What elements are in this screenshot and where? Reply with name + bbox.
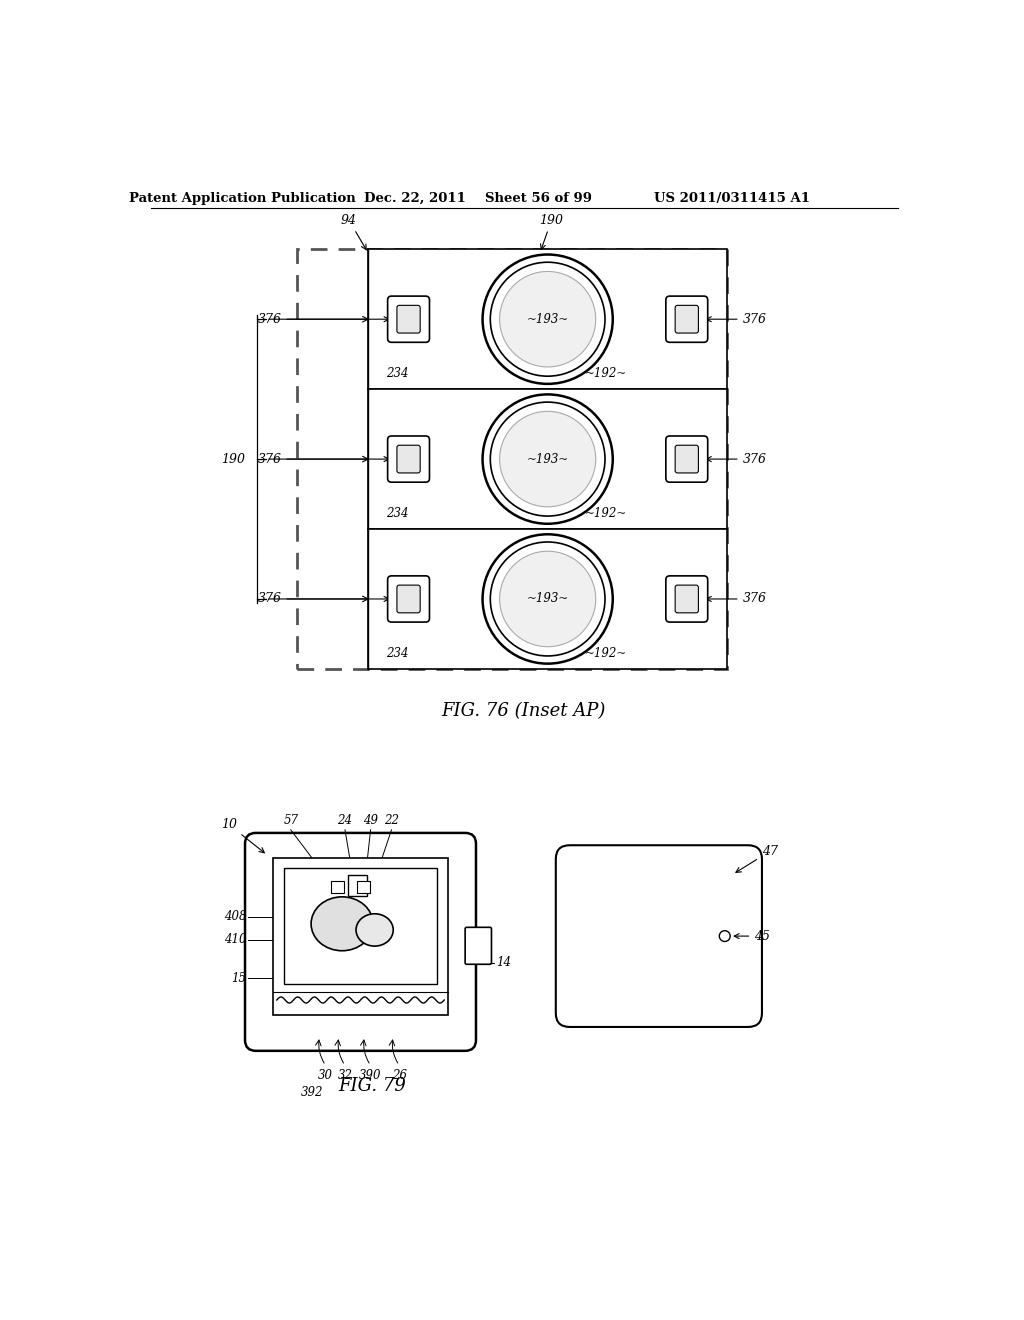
Text: 392: 392 bbox=[300, 1086, 323, 1100]
Text: 14: 14 bbox=[496, 956, 511, 969]
FancyBboxPatch shape bbox=[666, 576, 708, 622]
FancyBboxPatch shape bbox=[397, 305, 420, 333]
Text: 376: 376 bbox=[257, 313, 389, 326]
Text: 376: 376 bbox=[257, 593, 389, 606]
FancyBboxPatch shape bbox=[245, 833, 476, 1051]
FancyBboxPatch shape bbox=[369, 529, 727, 669]
Ellipse shape bbox=[490, 403, 605, 516]
FancyBboxPatch shape bbox=[369, 389, 727, 529]
Text: Sheet 56 of 99: Sheet 56 of 99 bbox=[485, 191, 592, 205]
FancyBboxPatch shape bbox=[675, 445, 698, 473]
Text: 32: 32 bbox=[338, 1069, 352, 1082]
Text: ~192~: ~192~ bbox=[585, 507, 627, 520]
Text: 15: 15 bbox=[231, 972, 247, 985]
Text: 190: 190 bbox=[221, 453, 245, 466]
Text: 22: 22 bbox=[384, 813, 399, 826]
Ellipse shape bbox=[356, 913, 393, 946]
FancyBboxPatch shape bbox=[388, 576, 429, 622]
Text: ~193~: ~193~ bbox=[526, 453, 568, 466]
Text: 45: 45 bbox=[734, 929, 770, 942]
FancyBboxPatch shape bbox=[273, 858, 449, 1015]
Text: US 2011/0311415 A1: US 2011/0311415 A1 bbox=[654, 191, 811, 205]
Text: 47: 47 bbox=[736, 845, 777, 873]
FancyBboxPatch shape bbox=[388, 436, 429, 482]
FancyBboxPatch shape bbox=[675, 305, 698, 333]
Text: 234: 234 bbox=[386, 367, 409, 380]
FancyBboxPatch shape bbox=[388, 296, 429, 342]
Text: 234: 234 bbox=[386, 647, 409, 660]
Text: 234: 234 bbox=[386, 507, 409, 520]
Text: FIG. 79: FIG. 79 bbox=[338, 1077, 407, 1096]
FancyBboxPatch shape bbox=[666, 436, 708, 482]
Text: ~192~: ~192~ bbox=[585, 367, 627, 380]
Text: 57: 57 bbox=[284, 813, 298, 826]
FancyBboxPatch shape bbox=[357, 880, 370, 892]
FancyBboxPatch shape bbox=[666, 296, 708, 342]
FancyBboxPatch shape bbox=[675, 585, 698, 612]
FancyBboxPatch shape bbox=[297, 249, 727, 669]
Ellipse shape bbox=[500, 272, 596, 367]
FancyBboxPatch shape bbox=[397, 445, 420, 473]
Text: 390: 390 bbox=[359, 1069, 382, 1082]
Text: ~193~: ~193~ bbox=[526, 313, 568, 326]
FancyBboxPatch shape bbox=[556, 845, 762, 1027]
Text: ~192~: ~192~ bbox=[585, 647, 627, 660]
Ellipse shape bbox=[482, 395, 612, 524]
FancyBboxPatch shape bbox=[465, 928, 492, 965]
Ellipse shape bbox=[490, 263, 605, 376]
Text: 10: 10 bbox=[221, 818, 264, 853]
Text: 376: 376 bbox=[707, 453, 767, 466]
Circle shape bbox=[719, 931, 730, 941]
Ellipse shape bbox=[500, 412, 596, 507]
Text: ~193~: ~193~ bbox=[526, 593, 568, 606]
FancyBboxPatch shape bbox=[348, 875, 367, 896]
Text: 94: 94 bbox=[341, 214, 367, 249]
Text: 24: 24 bbox=[338, 813, 352, 826]
Ellipse shape bbox=[482, 255, 612, 384]
Text: 376: 376 bbox=[707, 313, 767, 326]
Ellipse shape bbox=[500, 552, 596, 647]
Text: 376: 376 bbox=[707, 593, 767, 606]
Text: 26: 26 bbox=[392, 1069, 407, 1082]
FancyBboxPatch shape bbox=[369, 249, 727, 389]
Text: 190: 190 bbox=[540, 214, 563, 249]
Text: 49: 49 bbox=[364, 813, 378, 826]
Text: Patent Application Publication: Patent Application Publication bbox=[129, 191, 356, 205]
FancyBboxPatch shape bbox=[332, 880, 344, 892]
Text: 408: 408 bbox=[224, 911, 247, 924]
FancyBboxPatch shape bbox=[284, 869, 437, 983]
Text: FIG. 76 (Inset AP): FIG. 76 (Inset AP) bbox=[441, 702, 606, 721]
Text: 376: 376 bbox=[257, 453, 389, 466]
Ellipse shape bbox=[490, 543, 605, 656]
FancyBboxPatch shape bbox=[397, 585, 420, 612]
Text: 30: 30 bbox=[318, 1069, 333, 1082]
Ellipse shape bbox=[482, 535, 612, 664]
Ellipse shape bbox=[311, 896, 373, 950]
Text: 410: 410 bbox=[224, 933, 247, 946]
Text: Dec. 22, 2011: Dec. 22, 2011 bbox=[364, 191, 466, 205]
